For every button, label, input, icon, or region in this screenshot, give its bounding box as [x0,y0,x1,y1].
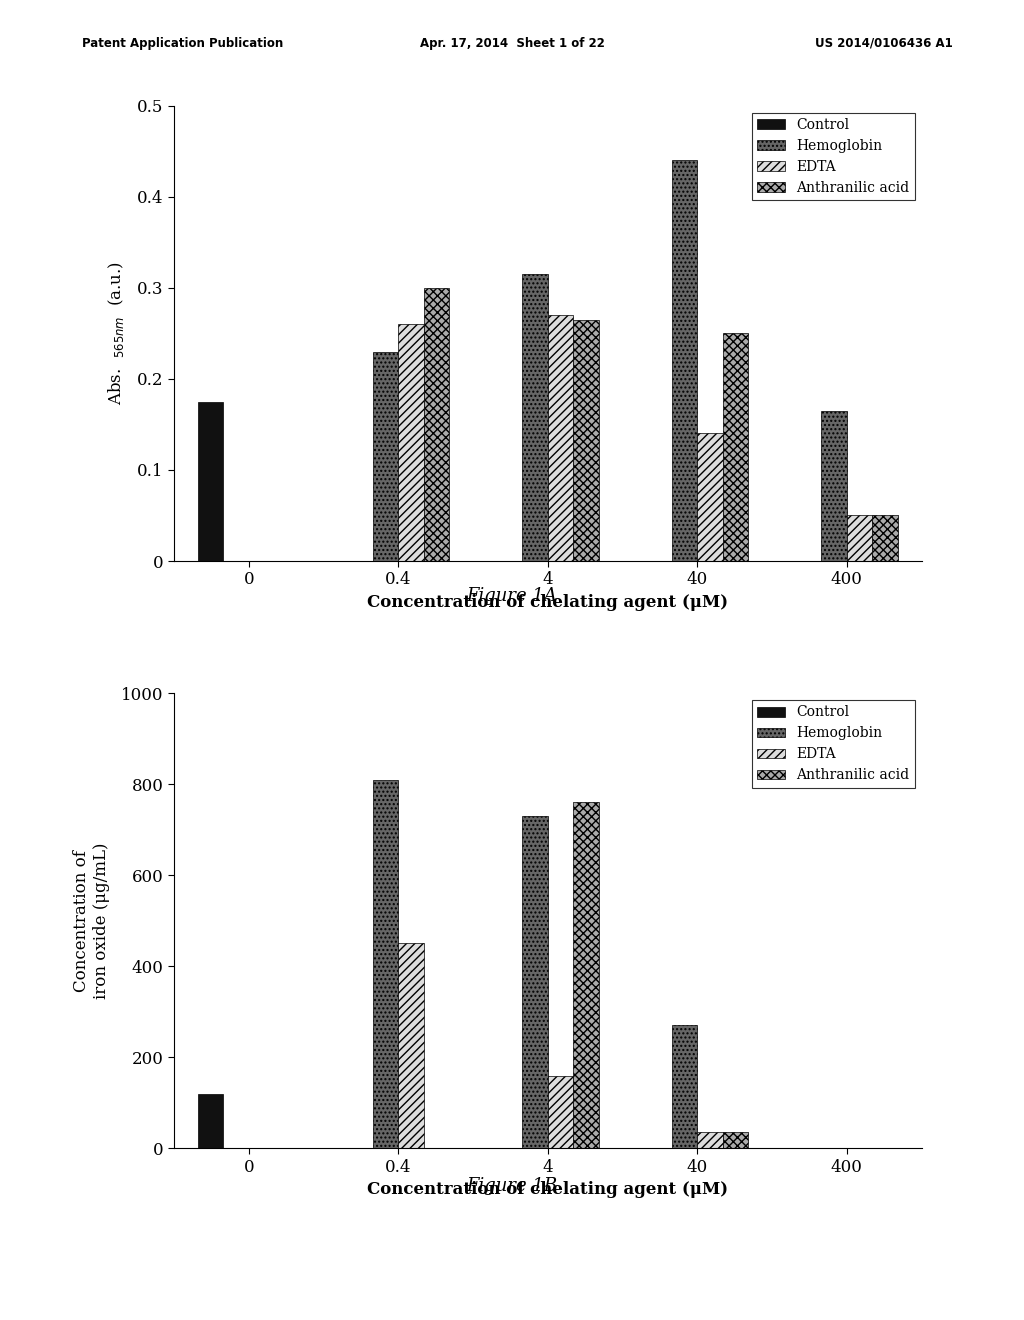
Legend: Control, Hemoglobin, EDTA, Anthranilic acid: Control, Hemoglobin, EDTA, Anthranilic a… [752,112,914,201]
Bar [522,275,548,561]
Text: Patent Application Publication: Patent Application Publication [82,37,284,50]
Bar [373,351,398,561]
Text: Figure 1A: Figure 1A [467,587,557,606]
Bar [672,160,697,561]
Bar [697,433,723,561]
Legend: Control, Hemoglobin, EDTA, Anthranilic acid: Control, Hemoglobin, EDTA, Anthranilic a… [752,700,914,788]
Y-axis label: Abs.  $_{565nm}$  (a.u.): Abs. $_{565nm}$ (a.u.) [106,261,126,405]
Bar [697,1133,723,1148]
Text: Apr. 17, 2014  Sheet 1 of 22: Apr. 17, 2014 Sheet 1 of 22 [420,37,604,50]
Y-axis label: Concentration of
iron oxide (μg/mL): Concentration of iron oxide (μg/mL) [74,842,110,999]
Bar [398,944,424,1148]
Text: Figure 1B: Figure 1B [467,1177,557,1196]
Bar [424,288,450,561]
X-axis label: Concentration of chelating agent (μM): Concentration of chelating agent (μM) [368,594,728,611]
Bar [198,1094,223,1148]
Bar [573,803,599,1148]
Bar [373,780,398,1148]
Bar [398,325,424,561]
Bar [723,1133,749,1148]
Bar [821,411,847,561]
Bar [872,516,898,561]
Bar [548,1076,573,1148]
X-axis label: Concentration of chelating agent (μM): Concentration of chelating agent (μM) [368,1181,728,1199]
Bar [847,516,872,561]
Bar [198,401,223,561]
Bar [672,1026,697,1148]
Bar [522,816,548,1148]
Text: US 2014/0106436 A1: US 2014/0106436 A1 [814,37,952,50]
Bar [573,319,599,561]
Bar [548,315,573,561]
Bar [723,334,749,561]
